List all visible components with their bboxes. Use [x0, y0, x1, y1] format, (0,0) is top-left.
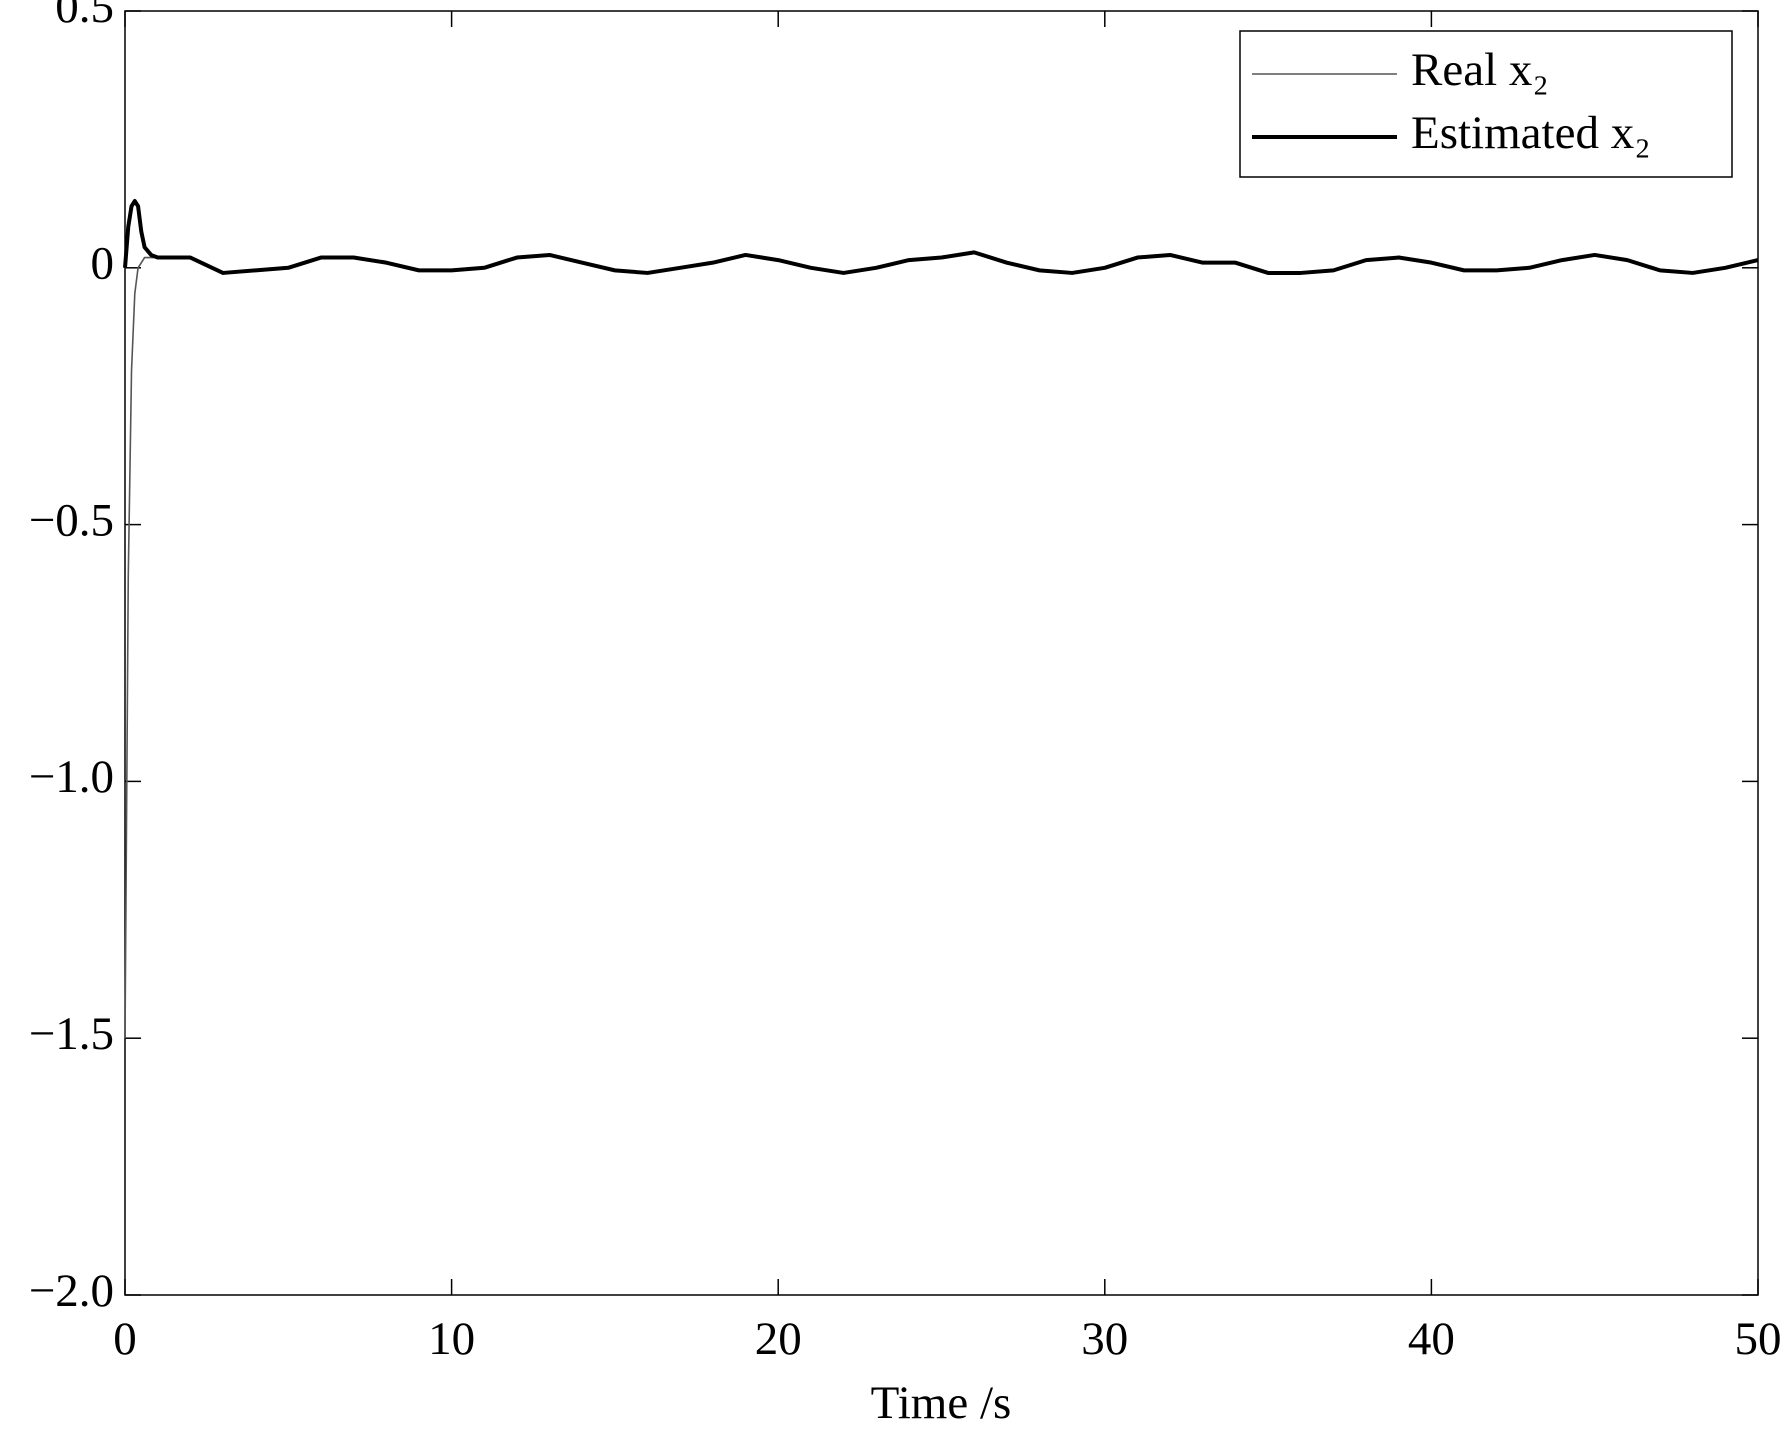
x-tick-label: 0 — [113, 1313, 137, 1365]
series-line — [123, 199, 1759, 275]
plot-frame — [124, 10, 1759, 1296]
legend-label: Estimated x₂ — [1411, 107, 1651, 159]
x-tick-label: 10 — [428, 1313, 475, 1365]
x-axis-label: Time /s — [871, 1377, 1012, 1429]
series-line — [124, 251, 1759, 1039]
x-tick-label: 40 — [1408, 1313, 1455, 1365]
y-tick-label: −0.5 — [29, 494, 114, 546]
x-tick-label: 50 — [1735, 1313, 1782, 1365]
y-tick-label: 0.5 — [55, 0, 114, 33]
y-tick-label: −1.0 — [29, 751, 114, 803]
y-tick-label: 0 — [91, 238, 115, 290]
y-tick-label: −1.5 — [29, 1008, 114, 1060]
x-tick-label: 30 — [1081, 1313, 1128, 1365]
legend-box — [1239, 30, 1733, 178]
y-tick-label: −2.0 — [29, 1265, 114, 1317]
legend-label: Real x₂ — [1411, 44, 1549, 96]
x-tick-label: 20 — [755, 1313, 802, 1365]
